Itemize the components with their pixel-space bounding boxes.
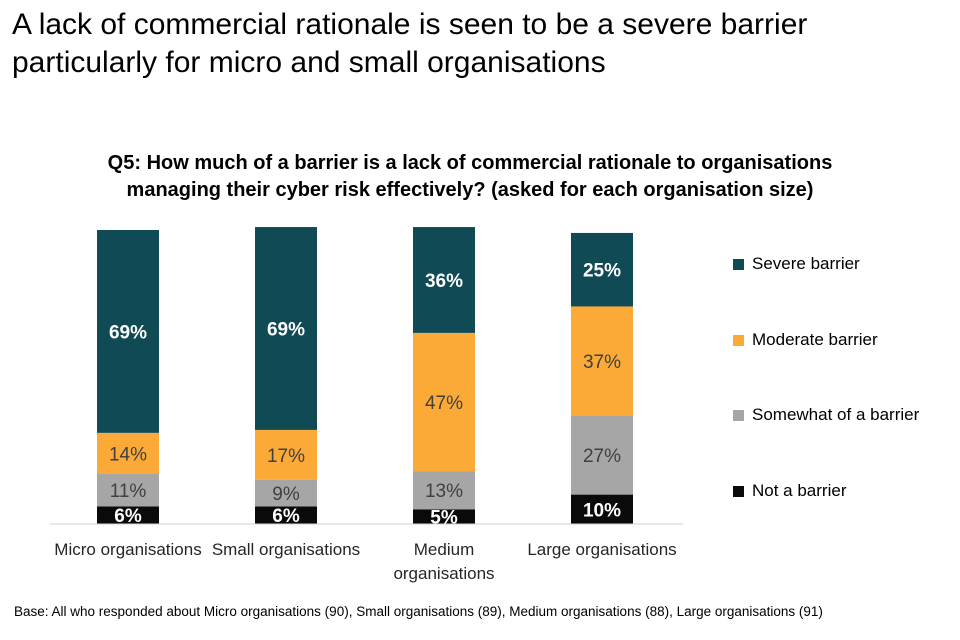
bar-segment-somewhat-4 <box>571 415 633 495</box>
stacked-bar-chart: 6%11%14%69%Micro organisations6%9%17%69%… <box>50 227 683 583</box>
data-label-moderate-2: 17% <box>267 446 305 467</box>
legend-item-not: Not a barrier <box>733 481 846 501</box>
legend-label-severe: Severe barrier <box>752 254 860 273</box>
bar-segment-not-2 <box>255 506 317 524</box>
legend-label-not: Not a barrier <box>752 481 847 500</box>
data-label-not-4: 10% <box>583 500 621 521</box>
bar-segment-severe-3 <box>413 227 475 333</box>
legend-swatch-severe <box>733 258 744 270</box>
labels-layer: 6%11%14%69%Micro organisations6%9%17%69%… <box>54 261 676 583</box>
data-label-severe-4: 25% <box>583 261 621 282</box>
bar-segment-severe-4 <box>571 232 633 307</box>
legend-swatch-somewhat <box>733 409 744 421</box>
data-label-somewhat-3: 13% <box>425 481 463 502</box>
legend-item-somewhat: Somewhat of a barrier <box>733 405 919 425</box>
base-note: Base: All who responded about Micro orga… <box>14 604 823 619</box>
bar-segment-somewhat-2 <box>255 479 317 507</box>
bar-segment-moderate-1 <box>97 432 159 475</box>
bars-layer <box>97 227 633 524</box>
data-label-somewhat-2: 9% <box>272 484 300 505</box>
page-title: A lack of commercial rationale is seen t… <box>12 8 808 79</box>
data-label-moderate-4: 37% <box>583 352 621 373</box>
bar-segment-severe-2 <box>255 227 317 430</box>
bar-segment-moderate-2 <box>255 429 317 480</box>
category-label-1: Micro organisations <box>54 540 201 559</box>
data-label-moderate-1: 14% <box>109 444 147 465</box>
data-label-not-3: 5% <box>430 508 458 529</box>
data-label-not-2: 6% <box>272 506 300 527</box>
data-label-moderate-3: 47% <box>425 393 463 414</box>
chart-title: Q5: How much of a barrier is a lack of c… <box>107 152 833 201</box>
bar-segment-not-4 <box>571 494 633 524</box>
legend-label-somewhat: Somewhat of a barrier <box>752 405 920 424</box>
legend-item-moderate: Moderate barrier <box>733 330 878 350</box>
category-label-4: Large organisations <box>527 540 676 559</box>
category-label-2: Small organisations <box>212 540 360 559</box>
bar-segment-not-1 <box>97 506 159 524</box>
data-label-severe-2: 69% <box>267 319 305 340</box>
legend-swatch-not <box>733 485 744 497</box>
data-label-not-1: 6% <box>114 506 142 527</box>
data-label-somewhat-4: 27% <box>583 446 621 467</box>
category-label-3: Medium organisations <box>393 540 494 583</box>
bar-segment-somewhat-1 <box>97 474 159 507</box>
bar-segment-moderate-4 <box>571 306 633 416</box>
data-label-somewhat-1: 11% <box>110 481 147 502</box>
data-label-severe-1: 69% <box>109 322 147 343</box>
bar-segment-somewhat-3 <box>413 471 475 510</box>
legend-swatch-moderate <box>733 334 744 346</box>
bar-segment-not-3 <box>413 509 475 524</box>
legend-item-severe: Severe barrier <box>733 254 860 274</box>
data-label-severe-3: 36% <box>425 271 463 292</box>
bar-segment-severe-1 <box>97 230 159 433</box>
bar-segment-moderate-3 <box>413 332 475 472</box>
legend-label-moderate: Moderate barrier <box>752 330 878 349</box>
